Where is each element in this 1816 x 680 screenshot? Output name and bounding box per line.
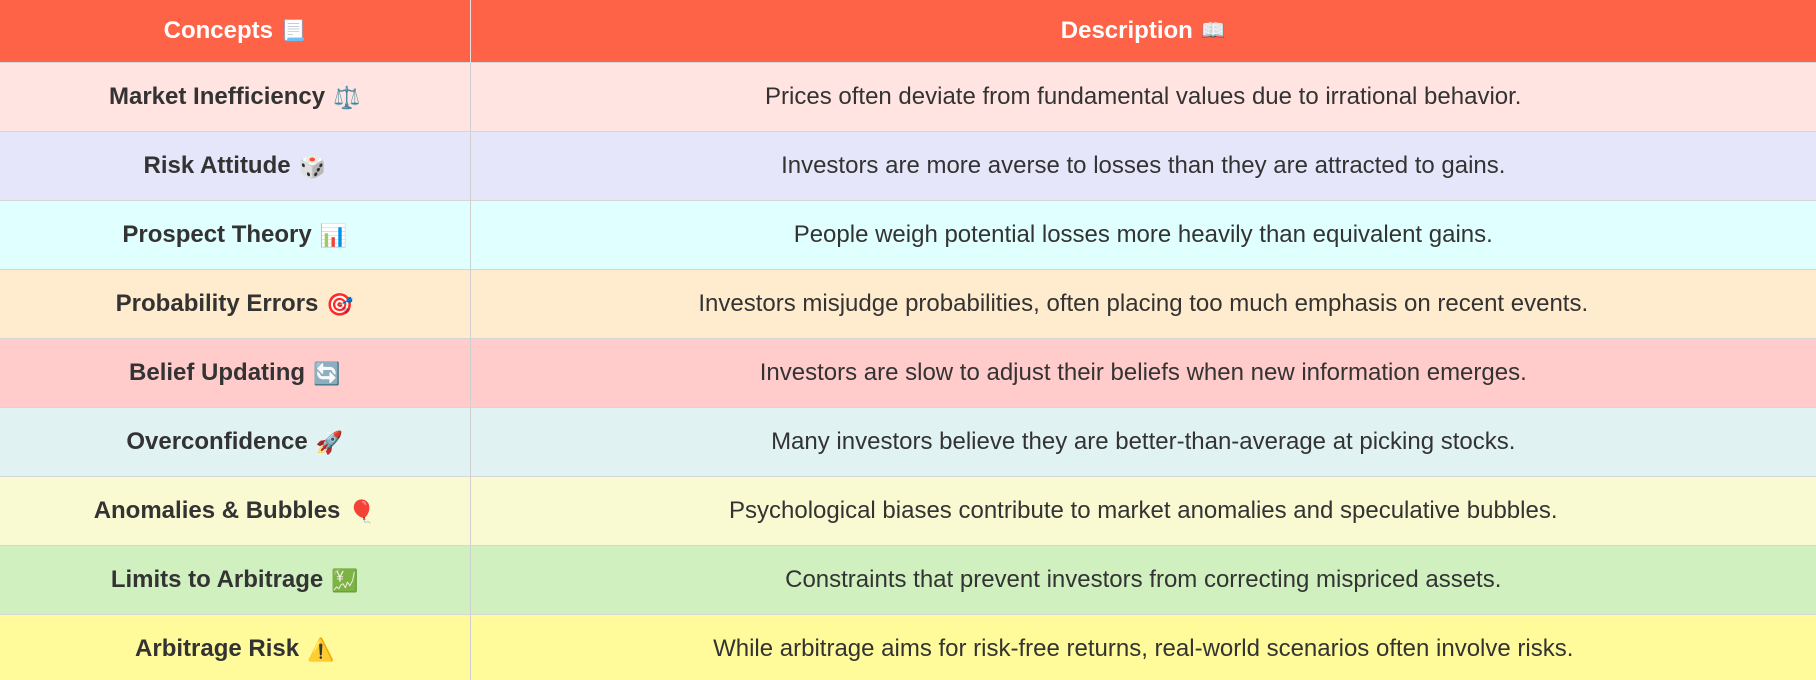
bar-chart-icon: 📊 xyxy=(319,224,348,249)
concept-label: Belief Updating xyxy=(129,359,306,386)
open-book-icon: 📖 xyxy=(1200,18,1226,42)
concept-label: Prospect Theory xyxy=(122,221,312,248)
concept-cell: Market Inefficiency ⚖️ xyxy=(0,62,471,132)
table-row: Arbitrage Risk ⚠️ While arbitrage aims fo… xyxy=(0,614,1816,680)
concepts-header-label: Concepts xyxy=(163,17,273,44)
description-cell: People weigh potential losses more heavi… xyxy=(470,200,1816,270)
table-body: Market Inefficiency ⚖️ Prices often devia… xyxy=(0,62,1816,680)
concept-label: Overconfidence xyxy=(126,428,308,455)
concept-cell: Anomalies & Bubbles 🎈 xyxy=(0,476,471,546)
dice-icon: 🎲 xyxy=(298,155,327,180)
concept-cell: Overconfidence 🚀 xyxy=(0,407,471,477)
concept-label: Risk Attitude xyxy=(143,152,291,179)
description-header-label: Description xyxy=(1060,17,1193,44)
table-row: Belief Updating 🔄 Investors are slow to a… xyxy=(0,338,1816,408)
description-cell: Investors misjudge probabilities, often … xyxy=(470,269,1816,339)
warning-icon: ⚠️ xyxy=(307,638,335,663)
description-cell: Psychological biases contribute to marke… xyxy=(470,476,1816,546)
description-cell: Many investors believe they are better-t… xyxy=(470,407,1816,477)
concepts-column-header: Concepts 📃 xyxy=(0,0,471,63)
balance-scale-icon: ⚖️ xyxy=(333,86,361,111)
table-row: Probability Errors 🎯 Investors misjudge p… xyxy=(0,269,1816,339)
concept-cell: Arbitrage Risk ⚠️ xyxy=(0,614,471,680)
rocket-icon: 🚀 xyxy=(315,431,344,456)
concept-cell: Risk Attitude 🎲 xyxy=(0,131,471,201)
concept-label: Limits to Arbitrage xyxy=(110,566,324,593)
table-row: Risk Attitude 🎲 Investors are more averse… xyxy=(0,131,1816,201)
table-row: Limits to Arbitrage 💹 Constraints that pr… xyxy=(0,545,1816,615)
description-cell: Investors are slow to adjust their belie… xyxy=(470,338,1816,408)
concept-cell: Belief Updating 🔄 xyxy=(0,338,471,408)
concept-cell: Limits to Arbitrage 💹 xyxy=(0,545,471,615)
page-icon: 📃 xyxy=(280,18,306,42)
concept-label: Arbitrage Risk xyxy=(135,635,300,662)
balloon-icon: 🎈 xyxy=(348,500,376,525)
concept-label: Market Inefficiency xyxy=(109,83,326,110)
concept-label: Anomalies & Bubbles xyxy=(93,497,341,524)
yen-chart-icon: 💹 xyxy=(331,569,359,594)
table-header: Concepts 📃 Description 📖 xyxy=(0,0,1816,63)
description-cell: While arbitrage aims for risk-free retur… xyxy=(470,614,1816,680)
table-row: Anomalies & Bubbles 🎈 Psychological biase… xyxy=(0,476,1816,546)
table-row: Market Inefficiency ⚖️ Prices often devia… xyxy=(0,62,1816,132)
table-row: Overconfidence 🚀 Many investors believe t… xyxy=(0,407,1816,477)
concept-cell: Probability Errors 🎯 xyxy=(0,269,471,339)
table-row: Prospect Theory 📊 People weigh potential … xyxy=(0,200,1816,270)
description-cell: Prices often deviate from fundamental va… xyxy=(470,62,1816,132)
description-cell: Constraints that prevent investors from … xyxy=(470,545,1816,615)
refresh-icon: 🔄 xyxy=(313,362,341,387)
concept-cell: Prospect Theory 📊 xyxy=(0,200,471,270)
target-icon: 🎯 xyxy=(326,293,354,318)
concept-label: Probability Errors xyxy=(115,290,319,317)
header-row: Concepts 📃 Description 📖 xyxy=(0,0,1816,63)
description-cell: Investors are more averse to losses than… xyxy=(470,131,1816,201)
description-column-header: Description 📖 xyxy=(470,0,1816,63)
